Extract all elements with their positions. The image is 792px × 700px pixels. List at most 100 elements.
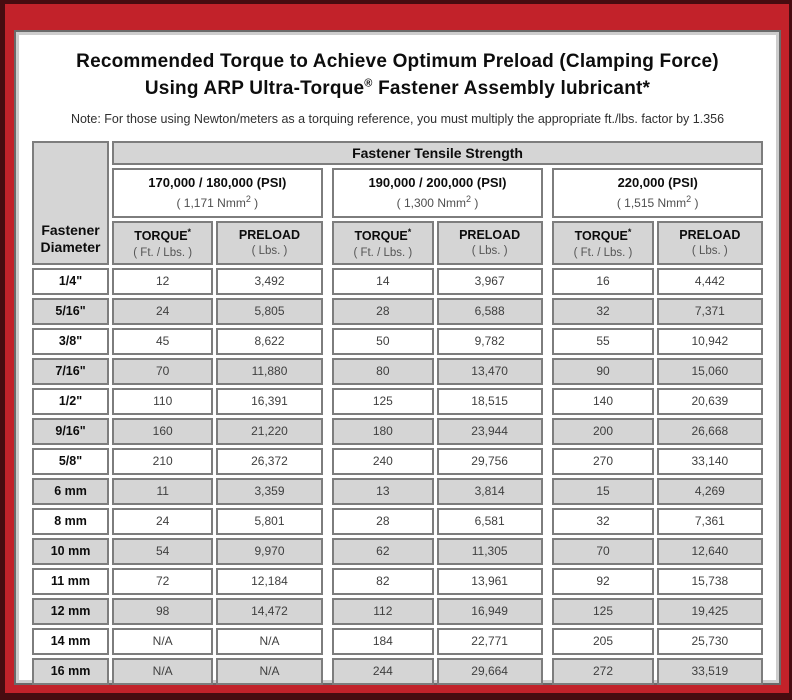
diameter-cell: 6 mm xyxy=(32,477,110,505)
torque-label: TORQUE* xyxy=(134,227,192,244)
torque-cell: 14 xyxy=(332,267,434,295)
corner-header: Fastener Diameter xyxy=(32,140,110,265)
preload-cell: 3,359 xyxy=(216,477,323,505)
preload-cell: 12,184 xyxy=(216,567,323,595)
preload-cell: 9,782 xyxy=(436,327,543,355)
table-row: 8 mm 24 5,801 28 6,581 32 7,361 xyxy=(32,507,763,535)
preload-cell: 15,060 xyxy=(656,357,763,385)
preload-cell: N/A xyxy=(216,657,323,685)
torque-cell: 24 xyxy=(112,507,214,535)
column-gap xyxy=(546,478,550,505)
torque-cell: 70 xyxy=(112,357,214,385)
torque-cell: 32 xyxy=(552,297,654,325)
torque-col-header-3: TORQUE* ( Ft. / Lbs. ) xyxy=(552,220,654,265)
column-gap xyxy=(546,418,550,445)
preload-cell: N/A xyxy=(216,627,323,655)
torque-cell: 24 xyxy=(112,297,214,325)
preload-units: ( Lbs. ) xyxy=(251,245,288,258)
preload-cell: 25,730 xyxy=(656,627,763,655)
column-gap xyxy=(546,268,550,295)
column-gap xyxy=(546,538,550,565)
table-row: 7/16" 70 11,880 80 13,470 90 15,060 xyxy=(32,357,763,385)
preload-label: PRELOAD xyxy=(238,228,301,243)
diameter-cell: 16 mm xyxy=(32,657,110,685)
torque-units: ( Ft. / Lbs. ) xyxy=(133,246,193,259)
torque-cell: 98 xyxy=(112,597,214,625)
torque-cell: 54 xyxy=(112,537,214,565)
torque-cell: 28 xyxy=(332,297,434,325)
conversion-note: Note: For those using Newton/meters as a… xyxy=(70,111,725,126)
torque-table: Fastener Diameter Fastener Tensile Stren… xyxy=(29,138,766,688)
torque-cell: 28 xyxy=(332,507,434,535)
torque-cell: 55 xyxy=(552,327,654,355)
preload-units: ( Lbs. ) xyxy=(471,245,508,258)
torque-cell: 160 xyxy=(112,417,214,445)
torque-units: ( Ft. / Lbs. ) xyxy=(353,246,413,259)
torque-cell: 72 xyxy=(112,567,214,595)
preload-cell: 9,970 xyxy=(216,537,323,565)
content-panel: Recommended Torque to Achieve Optimum Pr… xyxy=(14,30,781,685)
column-gap xyxy=(326,418,330,445)
page-title: Recommended Torque to Achieve Optimum Pr… xyxy=(29,49,766,103)
table-row: 10 mm 54 9,970 62 11,305 70 12,640 xyxy=(32,537,763,565)
table-row: 5/16" 24 5,805 28 6,588 32 7,371 xyxy=(32,297,763,325)
preload-cell: 6,581 xyxy=(436,507,543,535)
torque-cell: 244 xyxy=(332,657,434,685)
preload-label: PRELOAD xyxy=(459,228,521,243)
table-row: 3/8" 45 8,622 50 9,782 55 10,942 xyxy=(32,327,763,355)
header-row-psi: 170,000 / 180,000 (PSI) ( 1,171 Nmm2 ) 1… xyxy=(32,167,763,218)
torque-cell: 11 xyxy=(112,477,214,505)
preload-cell: 5,805 xyxy=(216,297,323,325)
preload-cell: 3,492 xyxy=(216,267,323,295)
preload-cell: 10,942 xyxy=(656,327,763,355)
psi-value: 220,000 (PSI) xyxy=(617,175,698,191)
torque-cell: 184 xyxy=(332,627,434,655)
preload-cell: 20,639 xyxy=(656,387,763,415)
preload-col-header-2: PRELOAD ( Lbs. ) xyxy=(436,220,543,265)
preload-cell: 23,944 xyxy=(436,417,543,445)
column-gap xyxy=(326,598,330,625)
preload-cell: 8,622 xyxy=(216,327,323,355)
column-gap xyxy=(326,508,330,535)
torque-cell: 16 xyxy=(552,267,654,295)
tensile-strength-header: Fastener Tensile Strength xyxy=(112,140,763,165)
torque-cell: 45 xyxy=(112,327,214,355)
preload-col-header-3: PRELOAD ( Lbs. ) xyxy=(656,220,763,265)
preload-cell: 29,664 xyxy=(436,657,543,685)
column-gap xyxy=(546,598,550,625)
torque-cell: 90 xyxy=(552,357,654,385)
preload-cell: 11,880 xyxy=(216,357,323,385)
psi-group-3: 220,000 (PSI) ( 1,515 Nmm2 ) xyxy=(552,167,763,218)
torque-cell: 82 xyxy=(332,567,434,595)
preload-cell: 15,738 xyxy=(656,567,763,595)
diameter-cell: 12 mm xyxy=(32,597,110,625)
torque-cell: 180 xyxy=(332,417,434,445)
column-gap xyxy=(546,448,550,475)
diameter-cell: 10 mm xyxy=(32,537,110,565)
preload-col-header-1: PRELOAD ( Lbs. ) xyxy=(216,220,323,265)
diameter-cell: 5/16" xyxy=(32,297,110,325)
nmm-value: ( 1,171 Nmm2 ) xyxy=(176,194,259,211)
column-gap xyxy=(326,328,330,355)
preload-cell: 4,269 xyxy=(656,477,763,505)
torque-cell: 32 xyxy=(552,507,654,535)
diameter-cell: 1/4" xyxy=(32,267,110,295)
torque-cell: 210 xyxy=(112,447,214,475)
title-line-2: Using ARP Ultra-Torque® Fastener Assembl… xyxy=(144,77,651,99)
torque-label: TORQUE* xyxy=(574,227,632,244)
preload-cell: 19,425 xyxy=(656,597,763,625)
column-gap xyxy=(546,168,550,218)
preload-cell: 4,442 xyxy=(656,267,763,295)
preload-cell: 6,588 xyxy=(436,297,543,325)
preload-cell: 7,361 xyxy=(656,507,763,535)
torque-cell: 125 xyxy=(332,387,434,415)
diameter-cell: 3/8" xyxy=(32,327,110,355)
torque-cell: 15 xyxy=(552,477,654,505)
diameter-cell: 9/16" xyxy=(32,417,110,445)
psi-value: 190,000 / 200,000 (PSI) xyxy=(368,175,507,191)
torque-units: ( Ft. / Lbs. ) xyxy=(573,246,633,259)
preload-cell: 12,640 xyxy=(656,537,763,565)
torque-cell: 80 xyxy=(332,357,434,385)
torque-cell: 240 xyxy=(332,447,434,475)
